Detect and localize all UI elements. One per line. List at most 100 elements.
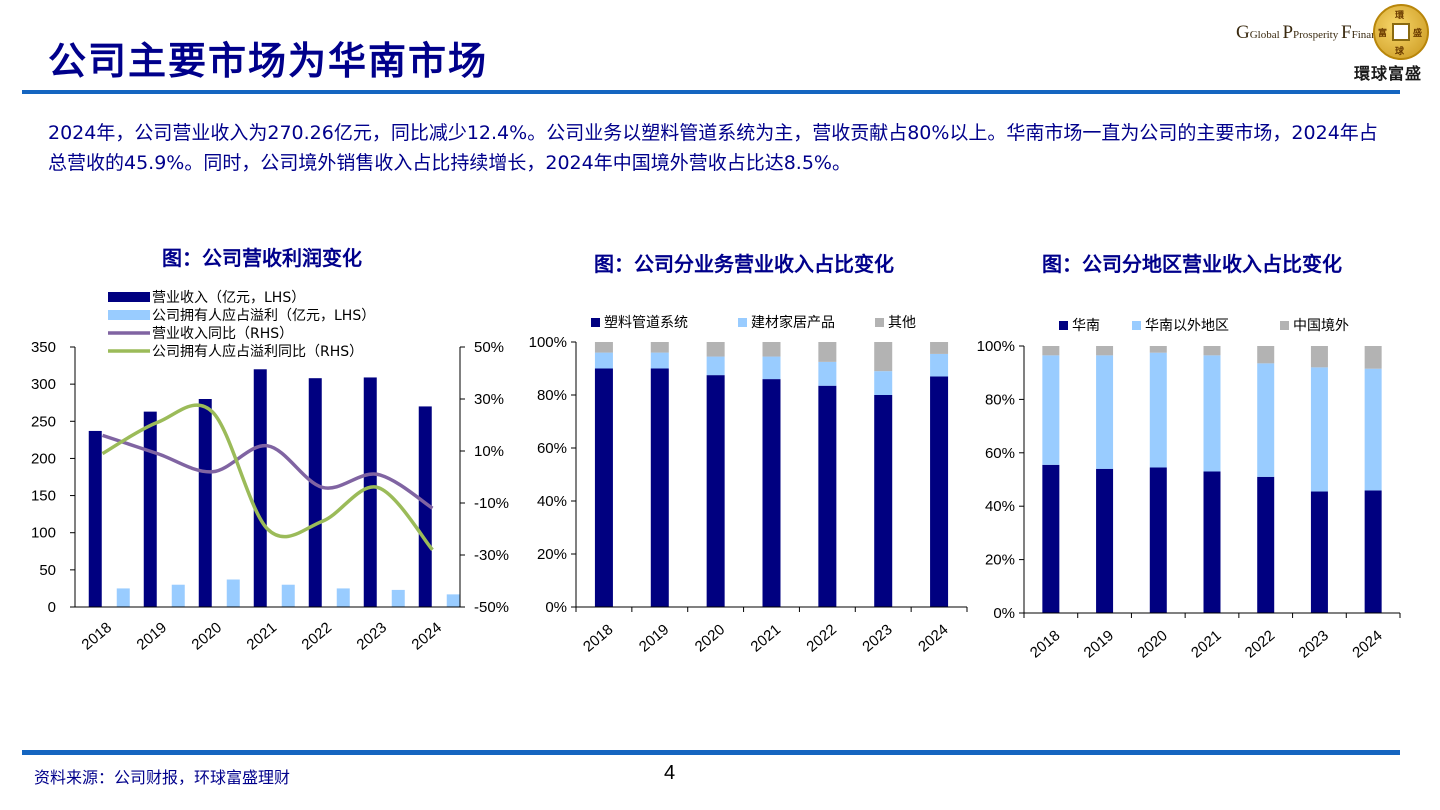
chart1-profit-yoy-line	[101, 403, 434, 551]
chart1-revenue-bar	[198, 399, 212, 607]
chart3-bar-segment	[1203, 346, 1221, 356]
chart3-bar-segment	[1310, 491, 1328, 613]
chart1-x-tick-label: 2021	[244, 619, 280, 653]
chart2-bar-segment	[594, 352, 613, 369]
page-number: 4	[664, 762, 676, 784]
chart1-profit-bar	[281, 584, 295, 607]
chart3-x-tick-label: 2023	[1296, 627, 1332, 661]
chart3-x-tick-label: 2024	[1349, 627, 1385, 661]
chart1-revenue-yoy-line	[101, 433, 434, 510]
chart3-bar-segment	[1364, 368, 1382, 491]
chart3-y-tick-label: 20%	[985, 552, 1015, 569]
chart3-legend-label: 华南	[1072, 318, 1100, 334]
chart3-legend-swatch	[1280, 321, 1289, 330]
chart2-x-tick-label: 2020	[692, 621, 728, 655]
chart1-left-tick-label: 50	[39, 562, 56, 579]
chart3-bar-segment	[1257, 346, 1275, 364]
chart3-legend-label: 中国境外	[1293, 318, 1349, 334]
chart3-bar-segment	[1149, 352, 1167, 468]
description-text: 2024年，公司营业收入为270.26亿元，同比减少12.4%。公司业务以塑料管…	[48, 122, 1378, 174]
chart2-bar-segment	[706, 356, 725, 376]
chart3-bar-segment	[1203, 355, 1221, 472]
chart1-profit-bar	[116, 588, 130, 607]
chart1-legend-label: 营业收入同比（RHS）	[152, 326, 293, 342]
chart2-y-tick-label: 60%	[537, 440, 567, 457]
chart1-revenue-bar	[88, 430, 102, 607]
chart3-x-tick-label: 2018	[1027, 627, 1063, 661]
chart3-x-tick-label: 2019	[1081, 627, 1117, 661]
chart3-bar-segment	[1096, 346, 1114, 356]
chart1-revenue-bar	[308, 378, 322, 607]
chart1-x-tick-label: 2023	[354, 619, 390, 653]
chart1-title: 图：公司营收利润变化	[162, 246, 362, 270]
chart3-y-tick-label: 40%	[985, 498, 1015, 515]
chart2-y-tick-label: 100%	[529, 334, 567, 351]
chart1-revenue-bar	[418, 406, 432, 607]
header-divider	[22, 90, 1400, 94]
chart1-profit-bar	[226, 579, 240, 607]
chart2-y-tick-label: 40%	[537, 493, 567, 510]
chart1-revenue-bar	[253, 369, 267, 607]
chart2-legend-swatch	[875, 318, 884, 327]
chart2-y-tick-label: 0%	[545, 599, 567, 616]
chart2-bar-segment	[594, 368, 613, 607]
chart2-legend-swatch	[738, 318, 747, 327]
chart1-profit-bar	[171, 584, 185, 607]
chart1-legend-label: 公司拥有人应占溢利同比（RHS）	[152, 343, 363, 360]
chart3-bar-segment	[1096, 355, 1114, 469]
chart1-x-tick-label: 2019	[134, 619, 170, 653]
chart1-profit-bar	[446, 594, 460, 607]
chart1-left-tick-label: 100	[31, 525, 56, 542]
chart3-x-tick-label: 2022	[1242, 627, 1278, 661]
chart1-x-tick-label: 2020	[189, 619, 225, 653]
chart1-legend-swatch	[108, 292, 150, 302]
chart2-bar-segment	[650, 368, 669, 607]
chart1-right-tick-label: -50%	[474, 599, 509, 616]
chart1-right-tick-label: 10%	[474, 443, 504, 460]
chart1-legend-swatch	[108, 310, 150, 320]
chart2-bar-segment	[818, 361, 837, 386]
footer-divider	[22, 750, 1400, 755]
chart1-left-tick-label: 350	[31, 339, 56, 356]
chart1-legend-label: 营业收入（亿元，LHS）	[152, 290, 305, 306]
chart1-legend-label: 公司拥有人应占溢利（亿元，LHS）	[152, 307, 375, 324]
chart1-x-tick-label: 2022	[299, 619, 335, 653]
chart1-profit-bar	[391, 589, 405, 607]
chart3-bar-segment	[1042, 355, 1060, 465]
chart2-bar-segment	[706, 375, 725, 607]
chart1-right-tick-label: 50%	[474, 339, 504, 356]
chart2-bar-segment	[762, 342, 781, 357]
chart2-bar-segment	[930, 376, 949, 607]
source-note: 资料来源：公司财报，环球富盛理财	[34, 768, 291, 787]
chart1-right-tick-label: -10%	[474, 495, 509, 512]
chart2-legend-label: 其他	[888, 315, 916, 331]
chart3-bar-segment	[1096, 468, 1114, 613]
chart3-bar-segment	[1149, 467, 1167, 613]
chart1-right-tick-label: -30%	[474, 547, 509, 564]
chart2-bar-segment	[594, 342, 613, 353]
chart2-bar-segment	[650, 342, 669, 353]
chart2-legend-label: 建材家居产品	[751, 314, 835, 331]
chart2-legend-label: 塑料管道系统	[604, 315, 688, 331]
logo-chinese: 環球富盛	[1354, 64, 1423, 83]
chart2-bar-segment	[930, 353, 949, 377]
chart2-title: 图：公司分业务营业收入占比变化	[594, 252, 894, 276]
chart2-y-tick-label: 20%	[537, 546, 567, 563]
chart3-y-tick-label: 80%	[985, 391, 1015, 408]
chart2-bar-segment	[650, 352, 669, 369]
chart3-bar-segment	[1310, 367, 1328, 492]
chart2-bar-segment	[762, 356, 781, 380]
chart3-legend-label: 华南以外地区	[1145, 318, 1229, 334]
chart3-bar-segment	[1364, 490, 1382, 613]
chart1-revenue-bar	[143, 411, 157, 607]
chart1-left-tick-label: 0	[48, 599, 56, 616]
chart1-profit-bar	[336, 588, 350, 607]
chart2-x-tick-label: 2023	[859, 621, 895, 655]
chart2-bar-segment	[706, 342, 725, 357]
chart2-x-tick-label: 2024	[915, 621, 951, 655]
chart2-x-tick-label: 2022	[803, 621, 839, 655]
chart3-y-tick-label: 60%	[985, 445, 1015, 462]
chart1-x-tick-label: 2018	[79, 619, 115, 653]
coin-icon: 環 富 盛 球	[1373, 4, 1429, 60]
